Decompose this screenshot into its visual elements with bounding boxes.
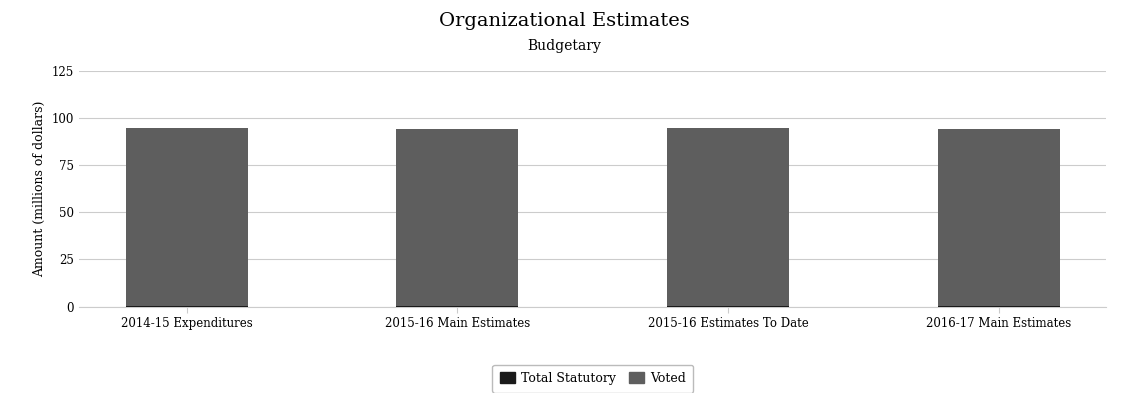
Bar (667, 128, 789, 306)
Bar (396, 306, 518, 307)
Bar (667, 306, 789, 307)
Legend: Total Statutory, Voted: Total Statutory, Voted (492, 365, 693, 393)
Bar (396, 129, 518, 306)
Bar (125, 306, 247, 307)
Bar (125, 128, 247, 306)
Bar (938, 306, 1060, 307)
Text: Organizational Estimates: Organizational Estimates (439, 12, 690, 30)
Text: Budgetary: Budgetary (527, 39, 602, 53)
Y-axis label: Amount (millions of dollars): Amount (millions of dollars) (33, 101, 46, 277)
Bar (938, 129, 1060, 306)
